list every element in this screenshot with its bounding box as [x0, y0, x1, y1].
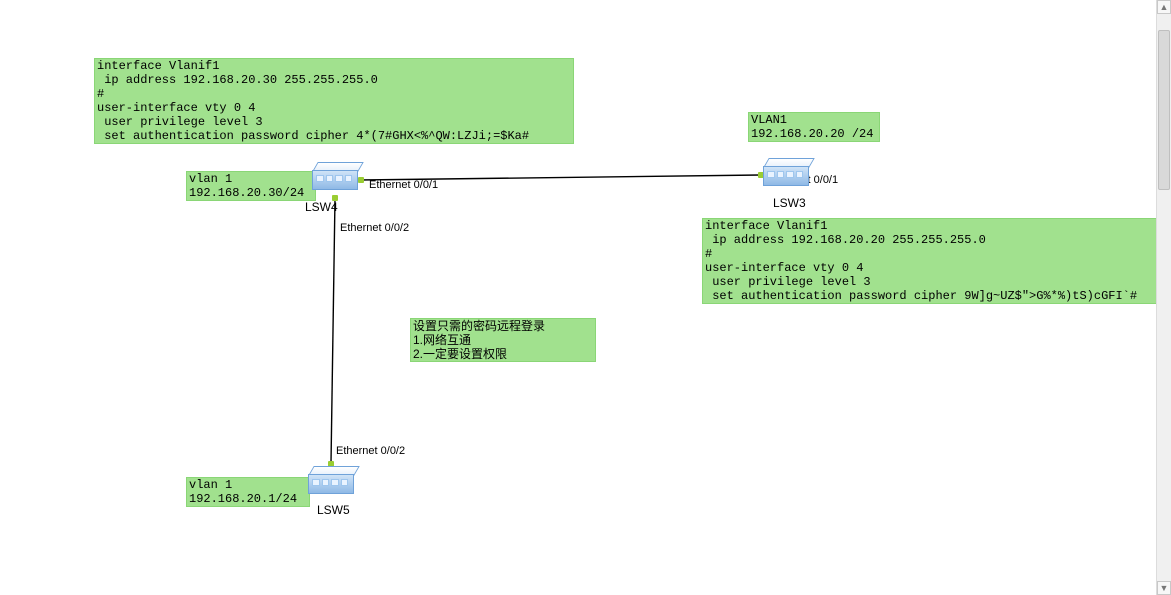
device-lsw4[interactable]: [312, 162, 356, 192]
note-lsw3-vlan[interactable]: VLAN1 192.168.20.20 /24: [748, 112, 880, 142]
note-lsw4-config[interactable]: interface Vlanif1 ip address 192.168.20.…: [94, 58, 574, 144]
device-label-lsw5: LSW5: [317, 503, 350, 517]
switch-slots: [316, 175, 352, 185]
note-lsw5-vlan[interactable]: vlan 1 192.168.20.1/24: [186, 477, 310, 507]
device-label-lsw3: LSW3: [773, 196, 806, 210]
port-label-lsw4-e002: Ethernet 0/0/2: [340, 222, 409, 234]
port-dot-lsw4-e001: [358, 177, 364, 183]
link-lsw4-lsw5: [331, 198, 335, 463]
device-lsw3[interactable]: [763, 158, 807, 188]
port-label-lsw5-e002: Ethernet 0/0/2: [336, 445, 405, 457]
switch-slots: [767, 171, 803, 181]
scroll-up-button[interactable]: ▲: [1157, 0, 1171, 14]
switch-slots: [312, 479, 348, 489]
device-lsw5[interactable]: [308, 466, 352, 496]
port-label-lsw4-e001: Ethernet 0/0/1: [369, 179, 438, 191]
note-lsw3-config[interactable]: interface Vlanif1 ip address 192.168.20.…: [702, 218, 1171, 304]
scroll-down-button[interactable]: ▼: [1157, 581, 1171, 595]
device-label-lsw4: LSW4: [305, 200, 338, 214]
note-center-instructions[interactable]: 设置只需的密码远程登录 1.网络互通 2.一定要设置权限: [410, 318, 596, 362]
topology-canvas[interactable]: interface Vlanif1 ip address 192.168.20.…: [0, 0, 1171, 595]
note-lsw4-vlan[interactable]: vlan 1 192.168.20.30/24: [186, 171, 316, 201]
vertical-scrollbar[interactable]: ▲ ▼: [1156, 0, 1171, 595]
scroll-thumb[interactable]: [1158, 30, 1170, 190]
